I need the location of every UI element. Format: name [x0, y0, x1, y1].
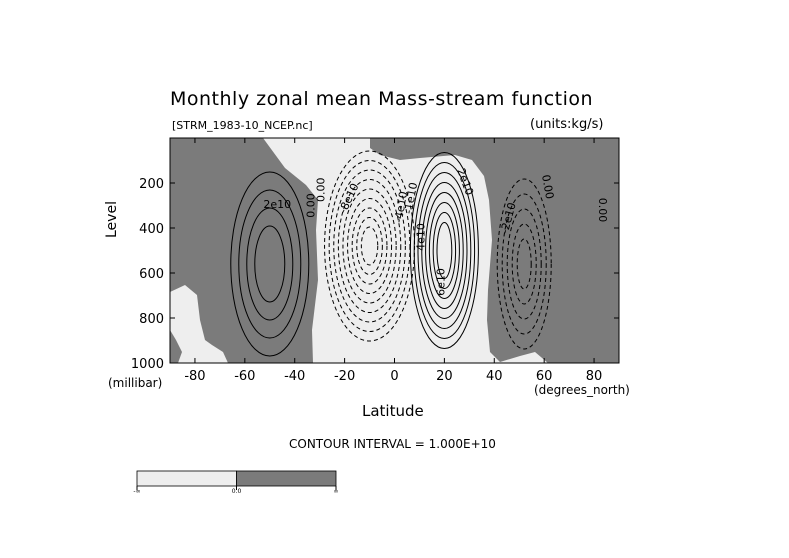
contour-label: 0.00 — [539, 174, 556, 200]
y-tick-label: 400 — [139, 222, 164, 237]
contour-line — [417, 172, 472, 329]
x-tick-label: -80 — [184, 369, 205, 384]
x-tick-label: 40 — [486, 369, 503, 384]
contour-line — [511, 223, 537, 305]
contour-line — [501, 193, 547, 335]
contour-line — [337, 179, 402, 313]
contour-line — [342, 188, 397, 304]
positive-region-2 — [170, 330, 182, 363]
contour-line — [409, 152, 479, 349]
chart-title: Monthly zonal mean Mass-stream function — [170, 88, 594, 110]
y-axis-unit: (millibar) — [108, 376, 163, 390]
units-label: (units:kg/s) — [530, 117, 604, 132]
contour-line — [516, 238, 532, 290]
contour-label: 6e10 — [434, 268, 447, 296]
contour-line — [360, 226, 379, 266]
contour-line — [351, 207, 388, 285]
colorbar-tick-label: ∞ — [334, 488, 339, 495]
contour-line — [436, 222, 453, 279]
x-axis-label: Latitude — [362, 402, 424, 420]
contour-line — [238, 189, 302, 339]
x-tick-label: 60 — [536, 369, 553, 384]
x-tick-label: -60 — [234, 369, 255, 384]
contour-line — [246, 207, 294, 321]
contour-line — [506, 208, 542, 320]
file-label: [STRM_1983-10_NCEP.nc] — [172, 119, 313, 132]
colorbar-negative — [136, 470, 237, 487]
positive-region-1 — [370, 138, 619, 363]
y-tick-label: 200 — [139, 177, 164, 192]
y-tick-label: 600 — [139, 267, 164, 282]
contour-label: 0.00 — [315, 178, 328, 203]
negative-region-small — [402, 350, 425, 363]
x-tick-label: 80 — [586, 369, 603, 384]
x-tick-label: -40 — [284, 369, 305, 384]
contour-line — [413, 162, 476, 339]
contour-line — [421, 182, 468, 319]
contour-line — [432, 212, 457, 289]
contour-line — [428, 202, 460, 299]
colorbar-tick-label: -∞ — [133, 488, 140, 495]
colorbar-positive — [236, 470, 337, 487]
y-tick-label: 800 — [139, 312, 164, 327]
x-tick-label: -20 — [334, 369, 355, 384]
x-tick-label: 0 — [390, 369, 398, 384]
y-tick-label: 1000 — [131, 357, 164, 372]
contour-line — [254, 225, 286, 303]
contour-line — [496, 178, 552, 350]
contour-label: 2e10 — [263, 198, 291, 211]
contour-line — [356, 217, 383, 275]
contour-label: 0.00 — [305, 193, 318, 218]
contour-label: -4e10 — [392, 190, 410, 224]
contour-line — [333, 169, 406, 323]
contour-line — [230, 171, 310, 357]
contour-label: 4e10 — [414, 223, 427, 251]
contour-line — [347, 198, 393, 294]
contour-label: -1e10 — [402, 181, 420, 215]
colorbar-tick-label: 0.0 — [232, 488, 242, 495]
contour-label: 0.00 — [596, 198, 609, 223]
contour-interval: CONTOUR INTERVAL = 1.000E+10 — [289, 437, 496, 451]
x-tick-label: 20 — [436, 369, 453, 384]
x-axis-unit: (degrees_north) — [534, 383, 630, 397]
contour-line — [425, 192, 464, 309]
